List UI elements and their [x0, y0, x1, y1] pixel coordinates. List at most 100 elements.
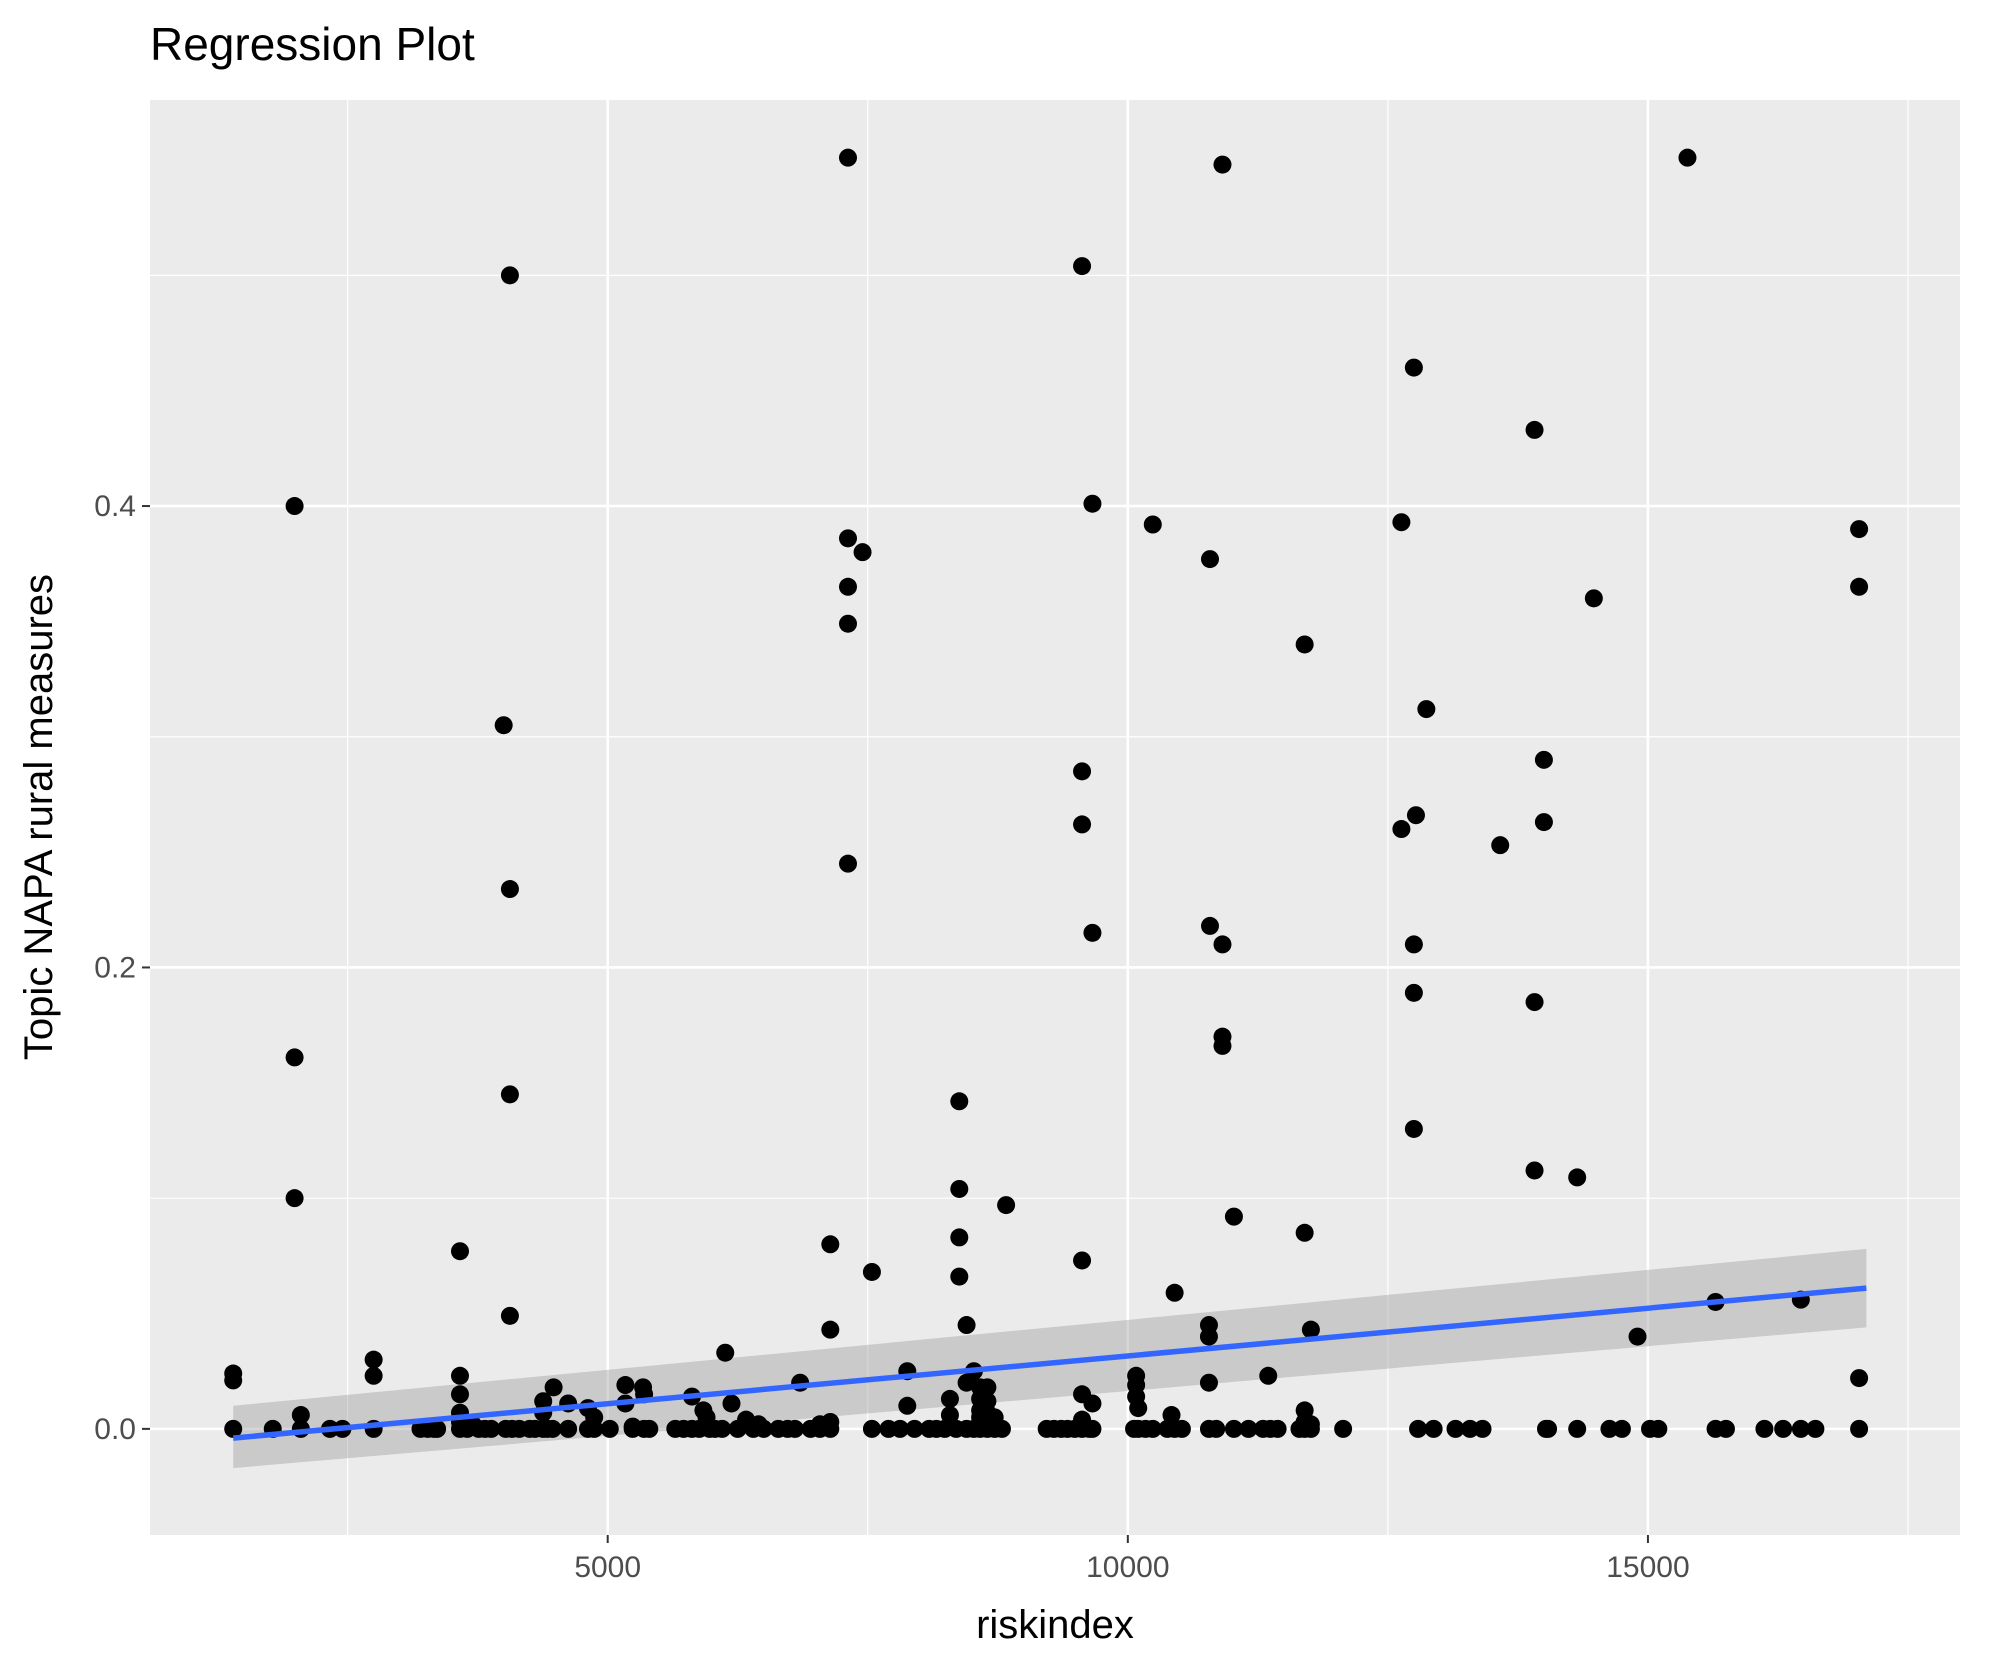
- data-point: [1083, 1394, 1102, 1413]
- data-point: [559, 1419, 578, 1438]
- data-point: [1424, 1419, 1443, 1438]
- data-point: [1409, 1419, 1428, 1438]
- data-point: [1334, 1419, 1353, 1438]
- data-point: [722, 1394, 741, 1413]
- data-point: [1295, 1223, 1314, 1242]
- data-point: [838, 577, 857, 596]
- y-tick-label: 0.4: [94, 490, 136, 523]
- data-point: [950, 1179, 969, 1198]
- data-point: [1404, 983, 1423, 1002]
- data-point: [285, 497, 304, 516]
- data-point: [1406, 806, 1425, 825]
- data-point: [1850, 1419, 1869, 1438]
- data-point: [1649, 1419, 1668, 1438]
- data-point: [543, 1419, 562, 1438]
- data-point: [1404, 1119, 1423, 1138]
- data-point: [950, 1267, 969, 1286]
- data-point: [1224, 1207, 1243, 1226]
- data-point: [1850, 1369, 1869, 1388]
- data-point: [1678, 148, 1697, 167]
- data-point: [450, 1385, 469, 1404]
- data-point: [1295, 635, 1314, 654]
- confidence-band: [233, 1248, 1867, 1469]
- data-point: [1534, 750, 1553, 769]
- x-axis-title: riskindex: [976, 1603, 1134, 1647]
- data-point: [1172, 1419, 1191, 1438]
- data-point: [1392, 513, 1411, 532]
- data-point: [450, 1242, 469, 1261]
- data-point: [1143, 515, 1162, 534]
- data-point: [891, 1419, 910, 1438]
- data-point: [364, 1366, 383, 1385]
- data-point: [1628, 1327, 1647, 1346]
- data-point: [1213, 155, 1232, 174]
- data-point: [1461, 1419, 1480, 1438]
- data-point: [285, 1189, 304, 1208]
- data-point: [1224, 1419, 1243, 1438]
- data-point: [482, 1419, 501, 1438]
- data-point: [821, 1419, 840, 1438]
- data-point: [1392, 820, 1411, 839]
- chart-title: Regression Plot: [150, 18, 475, 70]
- data-point: [1584, 589, 1603, 608]
- data-point: [862, 1262, 881, 1281]
- data-point: [600, 1419, 619, 1438]
- data-point: [1473, 1419, 1492, 1438]
- data-point: [1073, 257, 1092, 276]
- data-point: [1083, 494, 1102, 513]
- data-point: [1612, 1419, 1631, 1438]
- data-point: [1850, 520, 1869, 539]
- data-point: [950, 1092, 969, 1111]
- data-point: [1301, 1419, 1320, 1438]
- data-point: [224, 1419, 243, 1438]
- data-point: [1568, 1168, 1587, 1187]
- data-point: [1268, 1419, 1287, 1438]
- data-point: [1143, 1419, 1162, 1438]
- data-point: [1534, 813, 1553, 832]
- data-point: [500, 1306, 519, 1325]
- data-point: [544, 1378, 563, 1397]
- data-point: [713, 1419, 732, 1438]
- data-point: [838, 614, 857, 633]
- data-point: [1446, 1419, 1465, 1438]
- data-point: [1083, 1419, 1102, 1438]
- data-point: [785, 1419, 804, 1438]
- plot-panel: [150, 100, 1960, 1535]
- confidence-band-area: [233, 1248, 1867, 1469]
- data-point: [500, 880, 519, 899]
- data-point: [1200, 550, 1219, 569]
- data-point: [1239, 1419, 1258, 1438]
- data-point: [494, 716, 513, 735]
- data-point: [285, 1048, 304, 1067]
- data-point: [838, 529, 857, 548]
- data-point: [821, 1235, 840, 1254]
- data-point: [1755, 1419, 1774, 1438]
- data-point: [978, 1378, 997, 1397]
- data-point: [838, 854, 857, 873]
- data-point: [1073, 815, 1092, 834]
- data-point: [1213, 935, 1232, 954]
- data-point: [821, 1320, 840, 1339]
- data-point: [1806, 1419, 1825, 1438]
- data-point: [1083, 923, 1102, 942]
- data-point: [1259, 1366, 1278, 1385]
- data-point: [898, 1396, 917, 1415]
- data-point: [1073, 1251, 1092, 1270]
- data-point: [1404, 935, 1423, 954]
- x-tick-label: 15000: [1606, 1551, 1689, 1584]
- x-tick-label: 10000: [1086, 1551, 1169, 1584]
- data-point: [1716, 1419, 1735, 1438]
- data-point: [905, 1419, 924, 1438]
- data-point: [940, 1389, 959, 1408]
- data-point: [1165, 1283, 1184, 1302]
- data-point: [862, 1419, 881, 1438]
- data-point: [950, 1228, 969, 1247]
- data-point: [1404, 358, 1423, 377]
- data-point: [1200, 916, 1219, 935]
- data-point: [1301, 1320, 1320, 1339]
- data-point: [640, 1419, 659, 1438]
- data-point: [997, 1196, 1016, 1215]
- data-point: [500, 1085, 519, 1104]
- data-point: [1600, 1419, 1619, 1438]
- data-point: [1213, 1036, 1232, 1055]
